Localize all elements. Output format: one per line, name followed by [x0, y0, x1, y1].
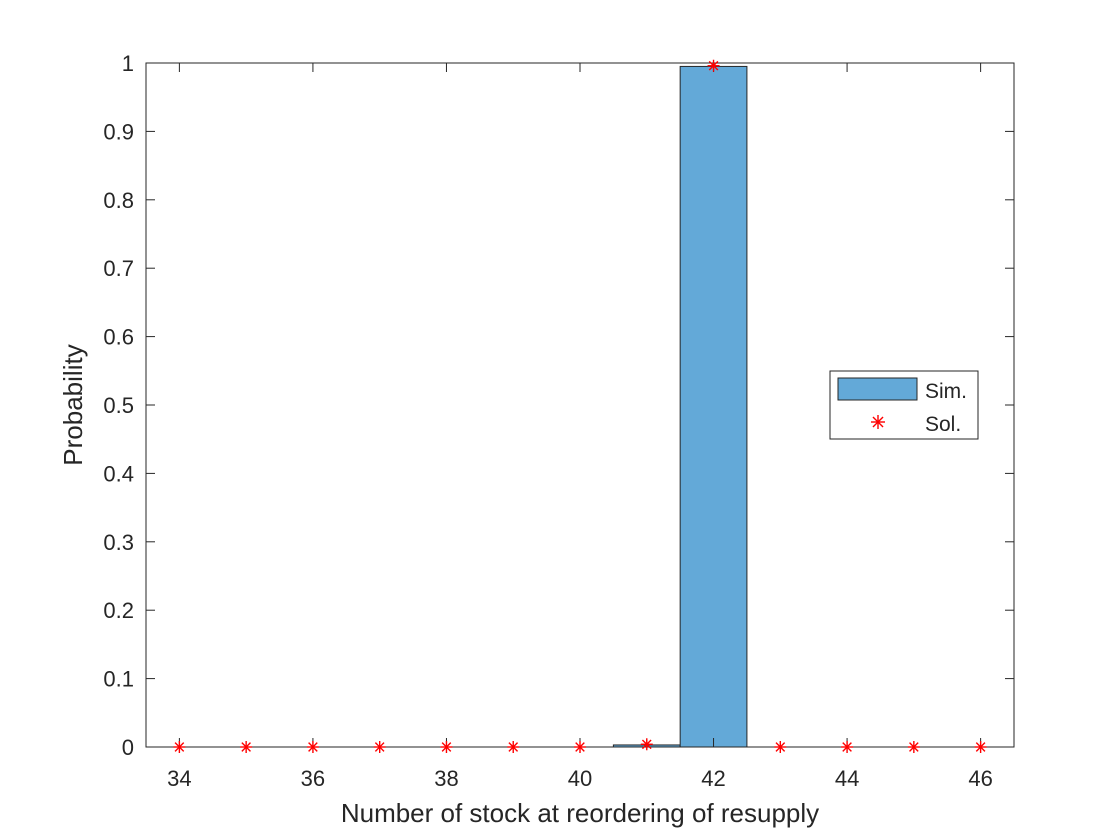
sol-marker-41-stroke	[641, 739, 652, 750]
sol-marker-43	[774, 741, 787, 753]
sol-marker-41	[640, 738, 653, 751]
legend: Sim. Sol.	[829, 370, 979, 440]
sol-marker-35	[240, 741, 253, 753]
y-tick-label: 0.6	[103, 325, 134, 350]
bar-42	[679, 65, 748, 748]
y-tick-label: 0.4	[103, 461, 134, 486]
legend-label-sim: Sim.	[925, 380, 967, 403]
x-tick-label: 42	[701, 766, 725, 791]
sol-marker-35-stroke	[241, 742, 251, 752]
tick-labels-layer: 34 36 38 40 42 44 46 0 0.1 0.2 0.3 0.4 0.5 0.6 0.7 0.8 0…	[103, 51, 992, 791]
y-tick-label: 0.7	[103, 256, 134, 281]
legend-label-sol: Sol.	[925, 413, 961, 436]
x-tick-label: 36	[301, 766, 325, 791]
x-tick-label: 40	[568, 766, 592, 791]
sol-marker-42	[707, 59, 720, 72]
y-tick-label: 1	[122, 51, 134, 76]
markers-layer	[173, 59, 987, 753]
sol-marker-37-stroke	[374, 742, 385, 752]
legend-asterisk-stroke	[872, 416, 884, 428]
y-axis-label: Probability	[58, 344, 88, 465]
x-tick-label: 34	[167, 766, 191, 791]
sol-marker-39-stroke	[508, 742, 519, 752]
bars-layer	[612, 65, 748, 748]
sol-marker-39	[507, 741, 520, 753]
y-tick-label: 0.2	[103, 598, 134, 623]
y-tick-label: 0	[122, 735, 134, 760]
sol-marker-38-stroke	[441, 742, 452, 752]
sol-marker-34	[173, 741, 186, 753]
sol-marker-40	[574, 741, 586, 753]
x-axis-label: Number of stock at reordering of resuppl…	[341, 798, 819, 828]
sol-marker-45	[907, 741, 920, 753]
sol-marker-36	[306, 741, 319, 753]
y-tick-label: 0.5	[103, 393, 134, 418]
sol-marker-36-stroke	[308, 742, 318, 752]
x-tick-label: 46	[968, 766, 992, 791]
sol-marker-45-stroke	[909, 742, 919, 752]
sol-marker-38	[440, 741, 453, 753]
sol-marker-37	[373, 741, 386, 753]
x-tick-label: 38	[434, 766, 458, 791]
sol-marker-42-stroke	[708, 60, 719, 71]
y-tick-label: 0.9	[103, 119, 134, 144]
legend-swatch-sim	[837, 377, 918, 401]
y-tick-label: 0.8	[103, 188, 134, 213]
sol-marker-34-stroke	[174, 742, 185, 752]
sol-marker-46	[974, 741, 987, 753]
sol-marker-44-stroke	[842, 742, 852, 752]
y-tick-label: 0.1	[103, 667, 134, 692]
legend-asterisk	[871, 415, 885, 429]
legend-marker-sol	[871, 415, 885, 429]
sol-marker-44	[841, 741, 854, 753]
y-tick-label: 0.3	[103, 530, 134, 555]
x-tick-label: 44	[835, 766, 859, 791]
sol-marker-43-stroke	[775, 742, 786, 752]
sol-marker-40-stroke	[575, 742, 585, 752]
sol-marker-46-stroke	[975, 742, 986, 752]
